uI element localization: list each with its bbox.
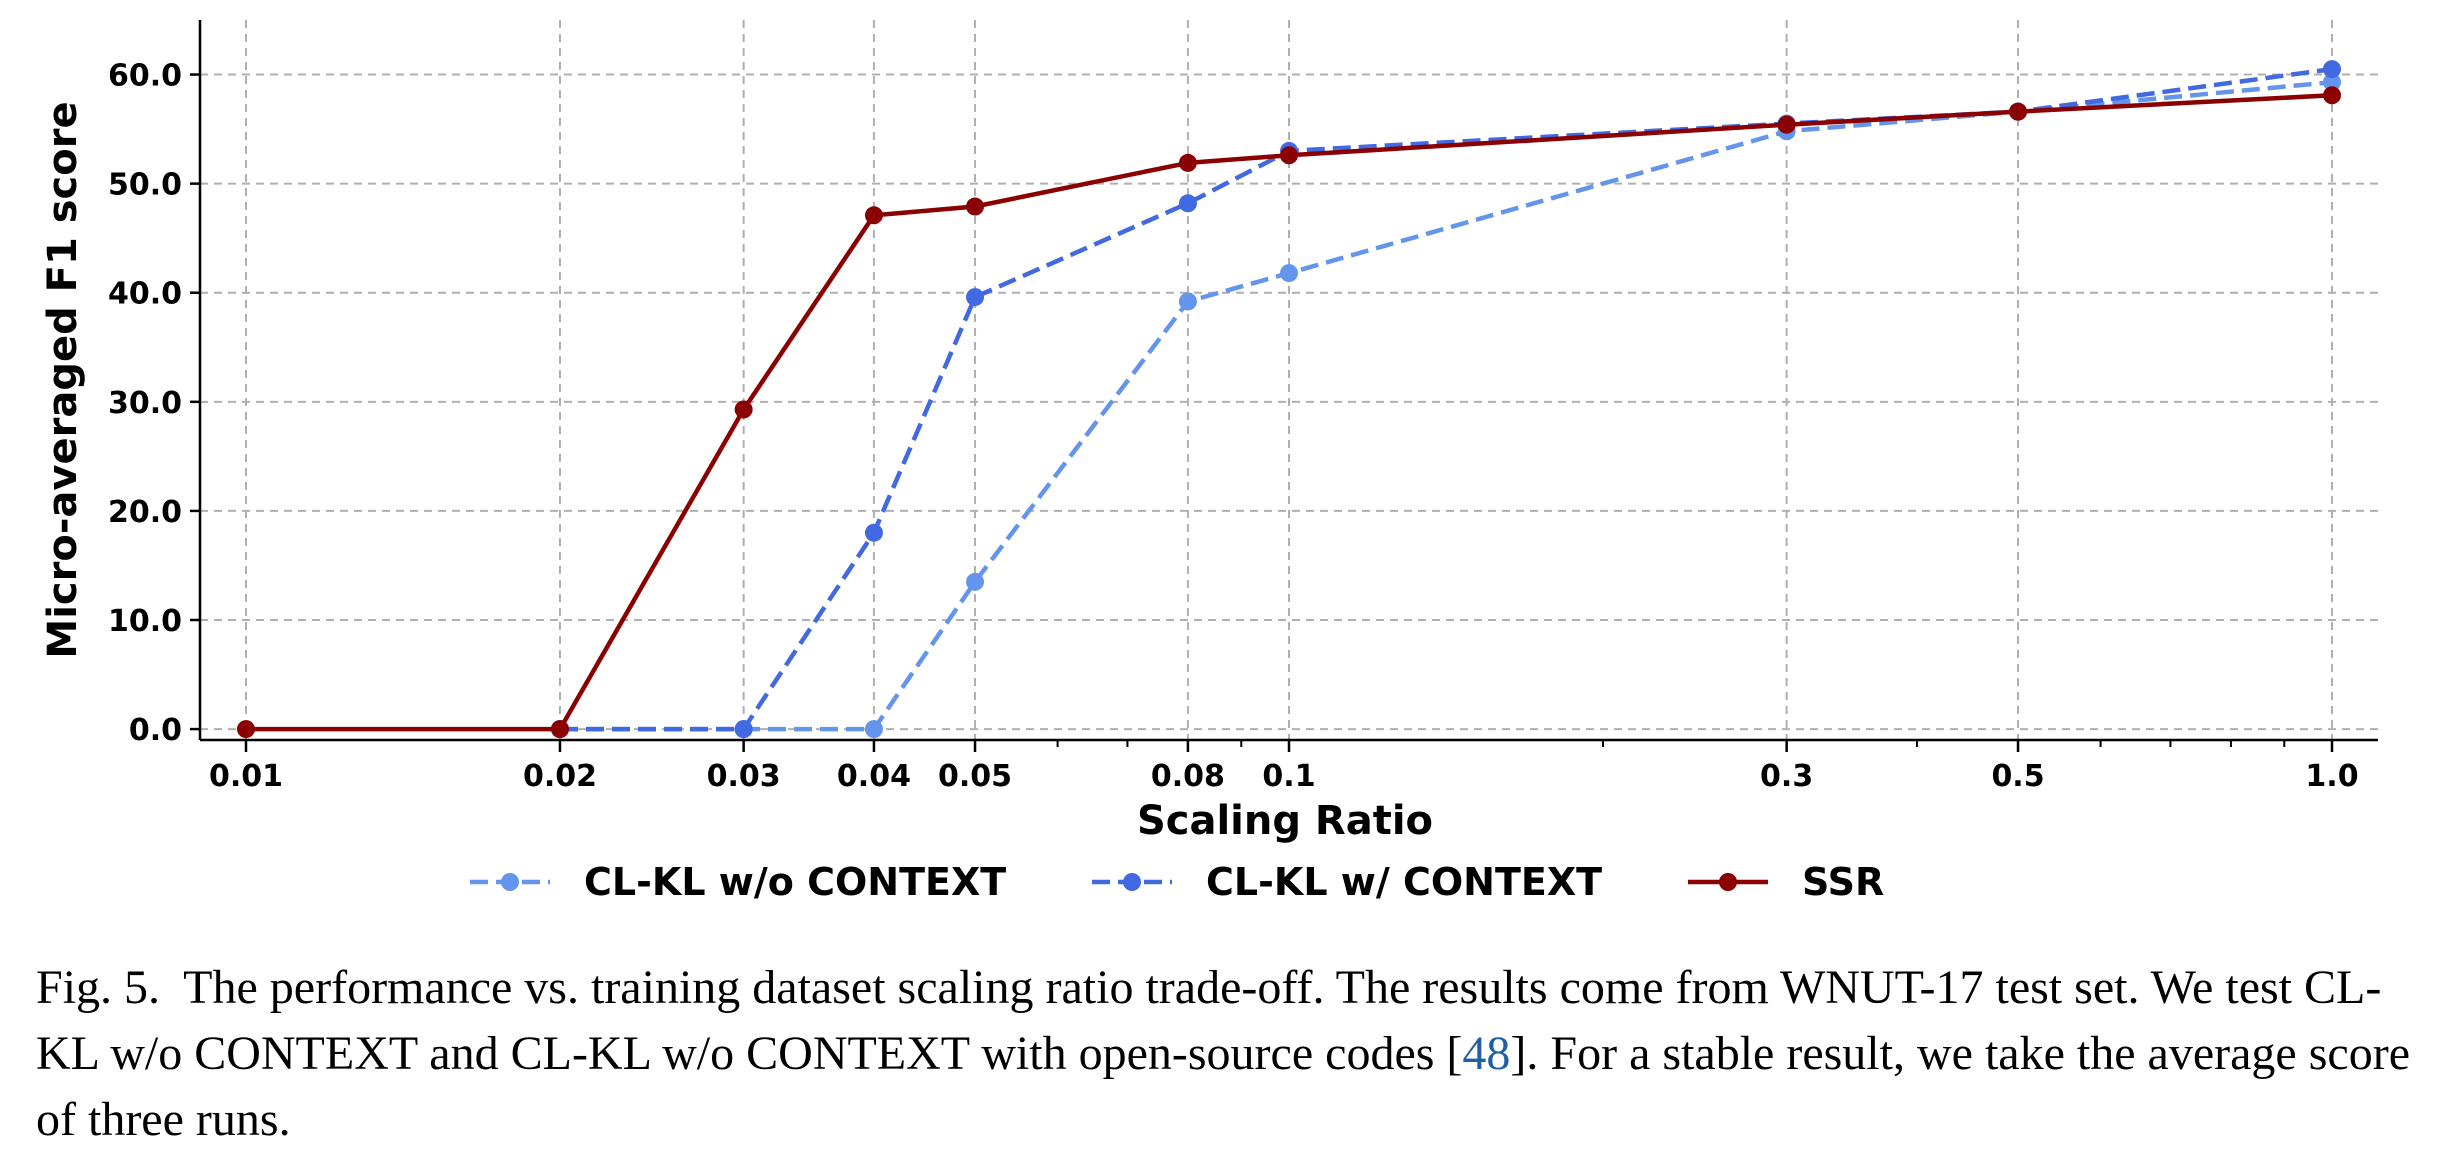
data-point bbox=[734, 720, 753, 739]
x-tick-label: 0.08 bbox=[1151, 759, 1225, 794]
data-point bbox=[864, 206, 883, 225]
data-point bbox=[1777, 115, 1796, 134]
series-line bbox=[246, 93, 2333, 732]
f1-vs-scaling-ratio-chart: 0.0 10.0 20.0 30.0 40.0 50.0 60.0 0.01 0.02 0.03 0… bbox=[40, 20, 2378, 904]
y-tick-label: 50.0 bbox=[108, 168, 182, 203]
axes bbox=[190, 20, 2378, 752]
y-tick-label: 10.0 bbox=[108, 604, 182, 639]
citation-link[interactable]: 48 bbox=[1462, 1027, 1511, 1080]
legend-entry: SSR bbox=[1688, 860, 1884, 904]
grid-lines bbox=[200, 20, 2378, 740]
legend-label: CL-KL w/o CONTEXT bbox=[584, 860, 1006, 904]
data-point bbox=[1178, 194, 1197, 213]
legend-marker bbox=[1719, 873, 1737, 891]
caption-label: Fig. 5. bbox=[36, 961, 161, 1014]
series-1 bbox=[550, 60, 2341, 739]
y-tick-label: 60.0 bbox=[108, 59, 182, 94]
data-point bbox=[966, 572, 985, 591]
series-0 bbox=[550, 73, 2341, 739]
x-tick-label: 0.5 bbox=[1991, 759, 2044, 794]
x-tick-label: 0.05 bbox=[938, 759, 1012, 794]
data-point bbox=[966, 288, 985, 307]
legend-marker bbox=[1123, 873, 1141, 891]
x-tick-label: 1.0 bbox=[2305, 759, 2358, 794]
series-line bbox=[560, 66, 2333, 732]
legend-entry: CL-KL w/o CONTEXT bbox=[470, 860, 1006, 904]
figure-caption: Fig. 5. The performance vs. training dat… bbox=[36, 955, 2416, 1153]
x-tick-label: 0.03 bbox=[707, 759, 781, 794]
legend-marker bbox=[501, 873, 519, 891]
data-series bbox=[237, 60, 2341, 739]
data-point bbox=[1178, 153, 1197, 172]
x-tick-label: 0.04 bbox=[837, 759, 911, 794]
caption-text-before-ref: The performance vs. training dataset sca… bbox=[36, 961, 2382, 1080]
series-2 bbox=[237, 86, 2341, 739]
legend-label: CL-KL w/ CONTEXT bbox=[1206, 860, 1602, 904]
y-tick-label: 40.0 bbox=[108, 277, 182, 312]
data-point bbox=[2323, 60, 2341, 79]
legend-label: SSR bbox=[1802, 860, 1884, 904]
data-point bbox=[864, 523, 883, 542]
data-point bbox=[734, 400, 753, 419]
tick-labels: 0.0 10.0 20.0 30.0 40.0 50.0 60.0 0.01 0.02 0.03 0… bbox=[108, 59, 2359, 794]
data-point bbox=[864, 720, 883, 739]
legend-entry: CL-KL w/ CONTEXT bbox=[1092, 860, 1602, 904]
y-axis-title: Micro-averaged F1 score bbox=[40, 101, 86, 658]
data-point bbox=[1280, 264, 1298, 283]
x-tick-label: 0.3 bbox=[1760, 759, 1813, 794]
x-tick-label: 0.01 bbox=[209, 759, 283, 794]
legend: CL-KL w/o CONTEXT CL-KL w/ CONTEXT SSR bbox=[470, 860, 1884, 904]
y-tick-label: 30.0 bbox=[108, 386, 182, 421]
data-point bbox=[1280, 146, 1298, 165]
data-point bbox=[2323, 73, 2341, 92]
data-point bbox=[966, 197, 985, 216]
x-tick-label: 0.1 bbox=[1262, 759, 1315, 794]
y-tick-label: 0.0 bbox=[129, 713, 182, 748]
x-tick-label: 0.02 bbox=[523, 759, 597, 794]
data-point bbox=[1178, 292, 1197, 311]
data-point bbox=[2009, 102, 2028, 121]
caption-text-after-ref: ]. For a stable result, we take the aver… bbox=[36, 1027, 2411, 1146]
y-tick-label: 20.0 bbox=[108, 495, 182, 530]
data-point bbox=[550, 720, 569, 739]
x-axis-title: Scaling Ratio bbox=[1137, 798, 1433, 844]
series-line bbox=[560, 79, 2333, 732]
data-point bbox=[237, 720, 255, 739]
data-point bbox=[2323, 86, 2341, 105]
